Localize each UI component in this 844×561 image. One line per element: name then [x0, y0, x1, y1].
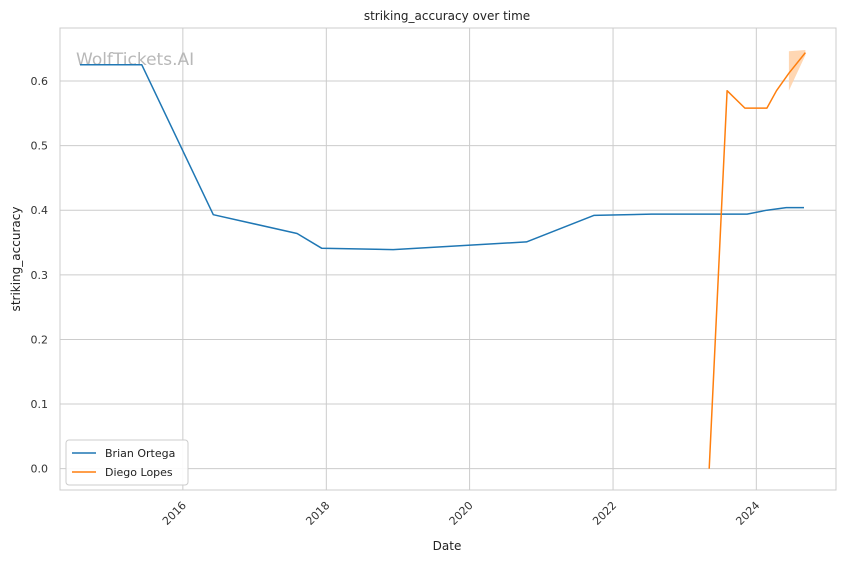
legend: Brian Ortega Diego Lopes	[65, 439, 189, 486]
y-tick-label: 0.1	[31, 398, 49, 411]
y-axis-title: striking_accuracy	[9, 207, 23, 312]
y-axis-ticks: 0.0 0.1 0.2 0.3 0.4 0.5 0.6	[31, 75, 49, 476]
plot-frame	[59, 27, 837, 491]
series-line	[80, 64, 804, 251]
plot-background	[60, 28, 836, 490]
y-tick-label: 0.3	[31, 269, 49, 282]
grid	[60, 28, 836, 490]
confidence-bands	[788, 49, 806, 91]
legend-box	[65, 439, 189, 486]
x-axis-title: Date	[433, 539, 462, 553]
y-tick-label: 0.2	[31, 333, 49, 346]
y-tick-label: 0.5	[31, 140, 49, 153]
legend-label-brian-ortega: Brian Ortega	[105, 447, 175, 460]
y-tick-label: 0.4	[31, 204, 49, 217]
legend-label-diego-lopes: Diego Lopes	[105, 466, 173, 479]
chart-title: striking_accuracy over time	[364, 9, 530, 23]
series-lines	[80, 52, 806, 469]
y-tick-label: 0.0	[31, 463, 49, 476]
y-tick-label: 0.6	[31, 75, 49, 88]
plot-area: WolfTickets.AI	[59, 27, 837, 491]
watermark: WolfTickets.AI	[76, 50, 194, 70]
series-line	[708, 52, 806, 469]
series-band	[788, 49, 806, 91]
